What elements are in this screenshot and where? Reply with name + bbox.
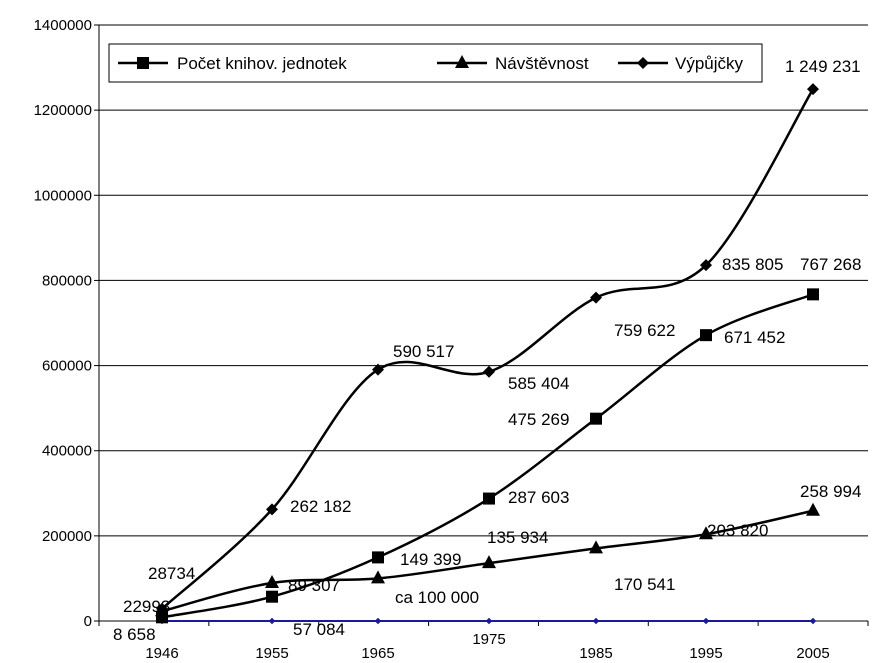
series-navstevnost-point [482,555,496,569]
series-pocet-data-label: 8 658 [113,625,156,644]
series-vypujcky-point [483,365,495,378]
baseline-series-point [592,617,600,625]
y-tick-label: 600000 [42,358,92,375]
x-tick-label: 2005 [796,645,829,662]
baseline-series-point [485,617,493,625]
x-tick-label: 1995 [689,645,722,662]
series-vypujcky-point [700,259,712,272]
series-pocet-point [807,288,819,301]
series-vypujcky-data-label: 1 249 231 [785,57,861,76]
series-navstevnost-data-label: 22993 [123,597,170,616]
legend-marker-triangle [455,55,469,68]
y-tick-label: 1200000 [34,102,92,119]
series-pocet-data-label: 767 268 [800,255,861,274]
series-pocet-data-label: 671 452 [724,328,785,347]
y-tick-label: 800000 [42,272,92,289]
gridlines [99,24,868,537]
series-pocet-data-label: 57 084 [293,620,345,639]
series-pocet-point [266,590,278,603]
series-vypujcky-data-label: 759 622 [614,321,675,340]
series-navstevnost-data-label: 170 541 [614,575,675,594]
series-pocet-data-label: 475 269 [508,410,569,429]
y-tick-label: 1400000 [34,17,92,34]
series-vypujcky-point [590,291,602,304]
series-vypujcky-point [807,83,819,96]
series-vypujcky-point [372,363,384,376]
series-vypujcky-data-label: 835 805 [722,255,783,274]
x-tick-label: 1955 [255,645,288,662]
series-pocet-point [700,329,712,342]
series-vypujcky-data-label: 262 182 [290,497,351,516]
series-navstevnost-data-label: 89 307 [288,576,340,595]
series-navstevnost-data-label: 203 820 [707,521,768,540]
series-pocet-point [372,551,384,564]
x-tick-label: 1975 [472,631,505,648]
y-tick-label: 200000 [42,528,92,545]
series-navstevnost-point [589,540,603,554]
baseline-series-point [374,617,382,625]
series-navstevnost-data-label: 135 934 [487,528,548,547]
legend-label: Výpůjčky [675,54,744,73]
series-vypujcky-point [156,602,168,615]
series-navstevnost-data-label: ca 100 000 [395,588,479,607]
series-vypujcky-data-label: 585 404 [508,374,569,393]
baseline-series-point [809,617,817,625]
series-group [155,83,820,625]
legend-marker-square [137,57,149,69]
series-vypujcky-data-label: 590 517 [393,342,454,361]
legend-label: Návštěvnost [495,54,589,73]
y-tick-label: 0 [84,613,92,630]
y-axis-ticks: 0 200000 400000 600000 800000 1000000 1200000 1… [34,17,99,630]
series-navstevnost-point [371,570,385,584]
baseline-series-point [268,617,276,625]
legend-label: Počet knihov. jednotek [177,54,347,73]
series-pocet-point [483,492,495,505]
x-tick-label: 1965 [361,645,394,662]
x-axis-ticks: 1946 1955 1965 1975 1985 1995 2005 [98,621,869,662]
y-tick-label: 1000000 [34,187,92,204]
data-labels: 8 658 57 084 149 399 287 603 475 269 671 452 7… [113,57,861,644]
series-navstevnost-data-label: 258 994 [800,482,861,501]
baseline-series-point [702,617,710,625]
series-pocet-data-label: 149 399 [400,550,461,569]
series-pocet-line [161,293,814,619]
series-navstevnost-point [699,526,713,540]
series-navstevnost-point [265,574,279,588]
legend: Počet knihov. jednotek Návštěvnost Výpůjčk… [108,43,763,83]
x-tick-label: 1985 [579,645,612,662]
series-pocet-data-label: 287 603 [508,488,569,507]
series-navstevnost-point [806,502,820,516]
legend-marker-diamond [637,57,649,69]
series-pocet-point [590,412,602,425]
y-tick-label: 400000 [42,443,92,460]
series-vypujcky-point [266,503,278,516]
x-tick-label: 1946 [145,645,178,662]
series-vypujcky-data-label: 28734 [148,564,195,583]
